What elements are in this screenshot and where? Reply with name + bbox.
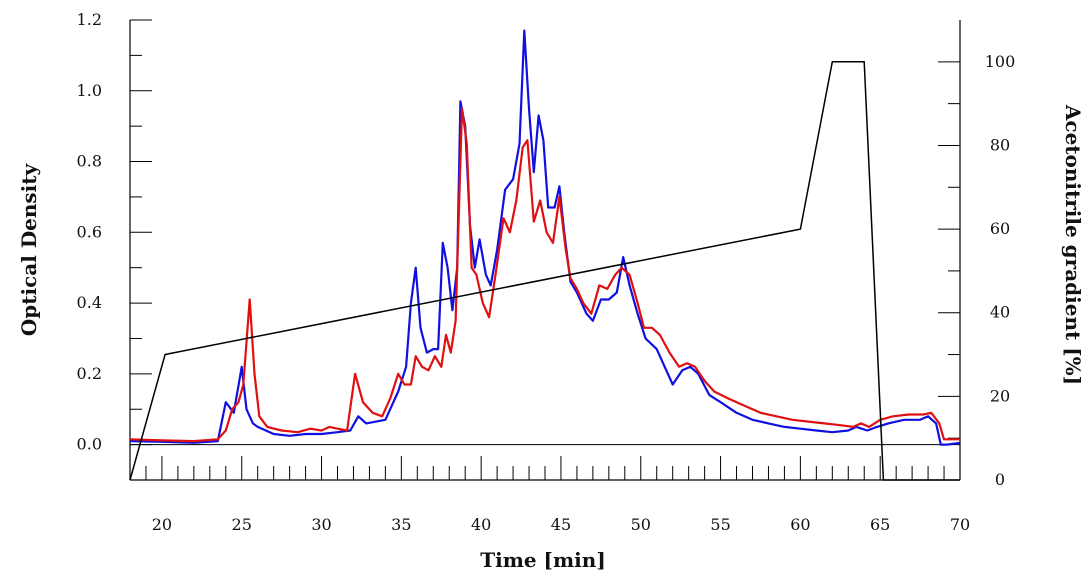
y2-tick-label: 60	[990, 219, 1010, 238]
acetonitrile-gradient-line	[129, 61, 960, 481]
series-layer	[129, 29, 961, 481]
y2-tick-label: 80	[990, 135, 1010, 154]
y2-tick-label: 100	[985, 52, 1016, 71]
x-tick-label: 30	[311, 515, 331, 534]
x-tick-label: 55	[710, 515, 730, 534]
y2-tick-label: 20	[990, 386, 1010, 405]
y-axis-title: Optical Density	[17, 162, 41, 336]
x-tick-label: 25	[232, 515, 252, 534]
y2-tick-label: 40	[990, 303, 1010, 322]
x-tick-label: 65	[870, 515, 890, 534]
x-axis-title: Time [min]	[480, 548, 606, 572]
y-tick-label: 0.2	[77, 364, 102, 383]
y-tick-label: 0.0	[77, 435, 102, 454]
x-tick-label: 40	[471, 515, 491, 534]
x-tick-label: 70	[950, 515, 970, 534]
y-tick-label: 0.8	[77, 152, 102, 171]
x-tick-label: 60	[790, 515, 810, 534]
x-tick-label: 35	[391, 515, 411, 534]
x-tick-label: 45	[551, 515, 571, 534]
y-tick-label: 0.4	[77, 293, 102, 312]
red-trace-line	[129, 107, 960, 443]
plot-frame	[129, 19, 961, 481]
label-layer: 0.0 0.2 0.4 0.6 0.8 1.0 1.2 0 20 40 60 80 100 20 25 30 3…	[77, 10, 1016, 534]
x-tick-label: 50	[631, 515, 651, 534]
x-tick-label: 20	[152, 515, 172, 534]
y-tick-label: 0.6	[77, 222, 102, 241]
y-tick-label: 1.0	[77, 81, 102, 100]
y2-tick-label: 0	[995, 470, 1005, 489]
y-tick-label: 1.2	[77, 10, 102, 29]
y2-axis-title: Acetonitrile gradient [%]	[1061, 104, 1085, 385]
